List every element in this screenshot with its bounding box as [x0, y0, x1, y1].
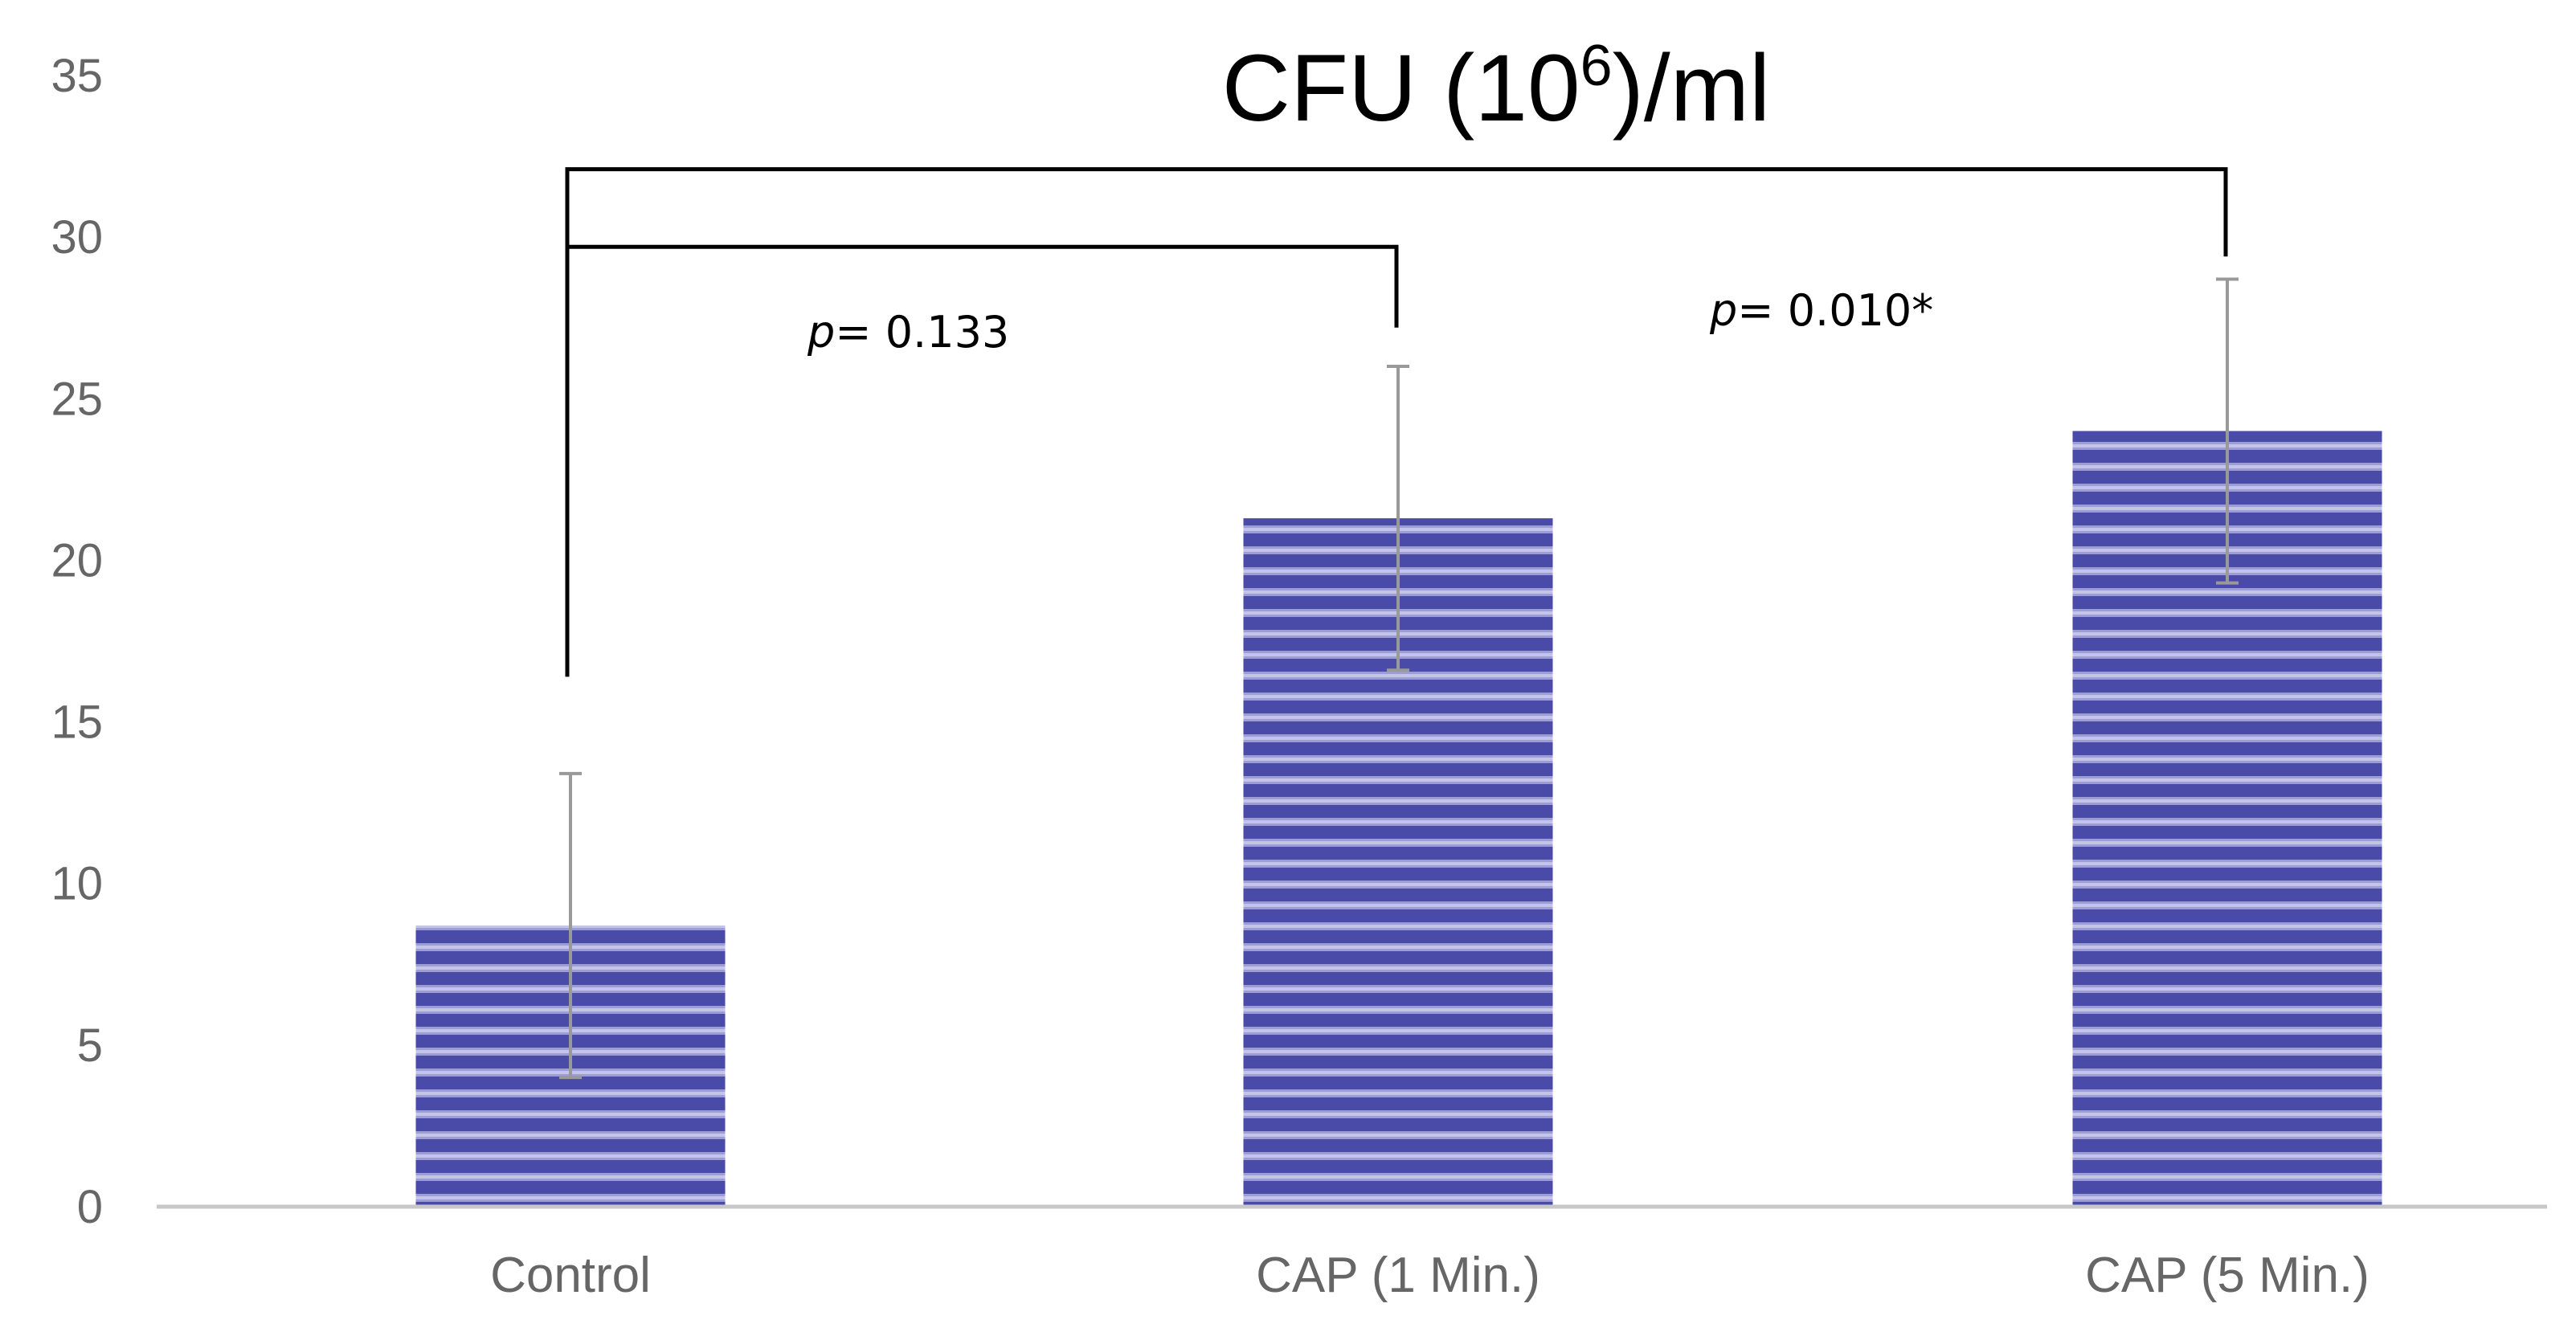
y-tick-label: 30 [51, 211, 103, 264]
x-category-label: CAP (5 Min.) [2085, 1248, 2370, 1303]
y-tick-label: 35 [51, 50, 103, 102]
p-value-symbol: p [1709, 285, 1737, 336]
y-tick-label: 5 [77, 1019, 103, 1072]
p-value-labels: p= 0.133 p= 0.010* [807, 285, 1933, 358]
y-tick-label: 0 [77, 1181, 103, 1233]
y-axis-tick-labels: 0 5 10 15 20 25 30 35 [51, 50, 103, 1233]
significance-bracket [565, 167, 2228, 677]
y-tick-label: 20 [51, 534, 103, 586]
x-category-label: CAP (1 Min.) [1256, 1248, 1540, 1303]
y-tick-label: 25 [51, 373, 103, 425]
y-tick-label: 15 [51, 697, 103, 749]
chart-title-suffix: )/ml [1613, 35, 1771, 141]
x-category-label: Control [490, 1248, 651, 1303]
p-value-number: = 0.010* [1737, 285, 1933, 336]
chart-title-base: CFU (10 [1222, 35, 1580, 141]
p-value-number: = 0.133 [835, 307, 1009, 358]
p-value-symbol: p [807, 307, 835, 358]
error-bars [559, 277, 2239, 1080]
significance-brackets [565, 167, 2228, 677]
p-value-label: p= 0.133 [807, 307, 1009, 358]
p-value-label: p= 0.010* [1709, 285, 1933, 336]
chart-title: CFU (106)/ml [1222, 34, 1770, 141]
x-axis-category-labels: Control CAP (1 Min.) CAP (5 Min.) [490, 1248, 2370, 1303]
chart-title-superscript: 6 [1580, 34, 1613, 98]
y-tick-label: 10 [51, 858, 103, 910]
